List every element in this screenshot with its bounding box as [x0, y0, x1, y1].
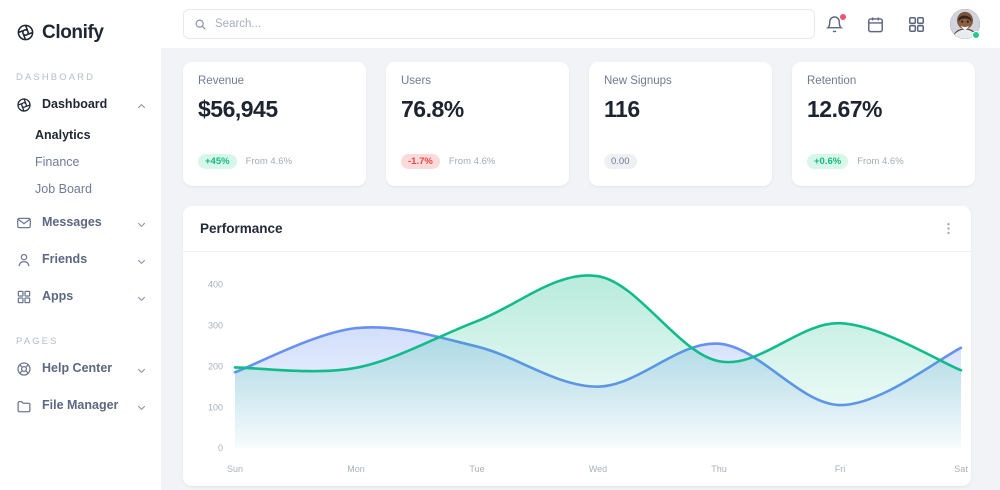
mail-icon [16, 215, 32, 231]
status-badge: +0.6% [807, 153, 849, 169]
sidebar-section-label: PAGES [16, 336, 59, 347]
chevron-up-icon[interactable] [136, 99, 147, 110]
brand-logo-area[interactable]: Clonify [0, 0, 161, 48]
sidebar-subitem-analytics[interactable]: Analytics [0, 122, 161, 147]
avatar[interactable] [950, 9, 980, 39]
svg-text:Sat: Sat [954, 464, 968, 474]
chevron-down-icon[interactable] [136, 363, 147, 374]
sidebar-subitem-finance[interactable]: Finance [0, 149, 161, 174]
main-area: Revenue $56,945 +45% From 4.6% Users 76.8% -1.… [161, 0, 1000, 490]
sidebar-item-label: Messages [42, 215, 102, 230]
topbar [161, 0, 1000, 48]
stat-comparison: From 4.6% [245, 155, 293, 167]
sidebar-subitem-label: Job Board [35, 181, 92, 196]
sidebar-item-label: Help Center [42, 361, 113, 376]
stat-value: 12.67% [807, 95, 883, 122]
svg-text:0: 0 [218, 443, 223, 453]
svg-text:Mon: Mon [347, 464, 365, 474]
sidebar-item-label: Dashboard [42, 97, 108, 112]
chevron-down-icon[interactable] [136, 400, 147, 411]
svg-text:200: 200 [208, 361, 223, 371]
status-badge: 0.00 [604, 153, 637, 169]
sidebar-nav: DASHBOARD Dashboard Analytics Finance Job Bo… [0, 72, 161, 421]
performance-chart[interactable]: 0 100 200 300 400 Sun Mon Tue Wed Thu Fri Sat [183, 260, 971, 486]
stat-value: 76.8% [401, 95, 464, 122]
stat-comparison: From 4.6% [857, 155, 904, 167]
stat-title: New Signups [604, 75, 672, 87]
stat-footer: -1.7% From 4.6% [401, 153, 496, 169]
performance-card-header: Performance [183, 206, 971, 252]
calendar-icon[interactable] [866, 15, 885, 34]
lifebuoy-icon [16, 361, 32, 377]
brand-name: Clonify [42, 21, 104, 43]
stat-title: Revenue [198, 75, 245, 87]
notification-badge [840, 13, 846, 20]
performance-chart-body: 0 100 200 300 400 Sun Mon Tue Wed Thu Fri Sat [183, 252, 971, 486]
sidebar-item-messages[interactable]: Messages [0, 207, 161, 238]
folder-icon [16, 398, 32, 414]
online-status-dot [972, 31, 980, 39]
sidebar-item-file-manager[interactable]: File Manager [0, 390, 161, 421]
stat-card-retention[interactable]: Retention 12.67% +0.6% From 4.6% [792, 62, 975, 186]
sidebar-item-help-center[interactable]: Help Center [0, 353, 161, 384]
sidebar-subitem-label: Analytics [35, 127, 91, 142]
aperture-icon [16, 97, 32, 113]
bell-icon[interactable] [825, 13, 846, 34]
sidebar-item-label: File Manager [42, 398, 119, 413]
svg-text:Wed: Wed [589, 464, 607, 474]
sidebar-item-dashboard[interactable]: Dashboard [0, 89, 161, 120]
aperture-icon [16, 23, 35, 42]
svg-text:Thu: Thu [711, 464, 727, 474]
sidebar-item-friends[interactable]: Friends [0, 244, 161, 275]
svg-text:Sun: Sun [227, 464, 243, 474]
status-badge: -1.7% [401, 153, 440, 169]
chevron-down-icon[interactable] [136, 217, 147, 228]
stat-value: $56,945 [198, 95, 278, 122]
stat-footer: 0.00 [604, 153, 637, 169]
stat-card-new-signups[interactable]: New Signups 116 0.00 [589, 62, 772, 186]
stat-comparison: From 4.6% [448, 155, 496, 167]
status-badge: +45% [198, 153, 237, 169]
grid-icon [16, 289, 32, 305]
svg-text:100: 100 [208, 402, 223, 412]
stat-title: Retention [807, 75, 857, 87]
user-icon [16, 252, 32, 268]
stat-footer: +0.6% From 4.6% [807, 153, 904, 169]
sidebar-subitem-job-board[interactable]: Job Board [0, 176, 161, 201]
search-icon [194, 18, 207, 31]
svg-text:400: 400 [208, 280, 223, 290]
grid-icon[interactable] [907, 15, 926, 34]
performance-card: Performance 0 100 200 300 400 Sun Mon Tue Wed Thu… [183, 206, 971, 486]
stat-card-revenue[interactable]: Revenue $56,945 +45% From 4.6% [183, 62, 366, 186]
sidebar: Clonify DASHBOARD Dashboard Analytics Finan… [0, 0, 161, 490]
sidebar-section-label: DASHBOARD [16, 72, 96, 83]
svg-text:300: 300 [208, 321, 223, 331]
sidebar-item-label: Apps [42, 289, 74, 304]
sidebar-subitem-label: Finance [35, 154, 80, 169]
sidebar-item-apps[interactable]: Apps [0, 281, 161, 312]
sidebar-item-label: Friends [42, 252, 88, 267]
stat-title: Users [401, 75, 432, 87]
chevron-down-icon[interactable] [136, 291, 147, 302]
stat-footer: +45% From 4.6% [198, 153, 293, 169]
stat-cards-row: Revenue $56,945 +45% From 4.6% Users 76.8% -1.… [183, 62, 1000, 186]
kebab-menu-icon[interactable] [939, 220, 957, 238]
svg-text:Fri: Fri [835, 464, 846, 474]
page-title: Performance [200, 221, 283, 236]
topbar-actions [825, 9, 984, 39]
content-area: Revenue $56,945 +45% From 4.6% Users 76.8% -1.… [161, 48, 1000, 490]
search-box[interactable] [183, 9, 815, 39]
stat-card-users[interactable]: Users 76.8% -1.7% From 4.6% [386, 62, 569, 186]
chevron-down-icon[interactable] [136, 254, 147, 265]
search-input[interactable] [215, 18, 804, 30]
stat-value: 116 [604, 95, 640, 122]
svg-text:Tue: Tue [469, 464, 484, 474]
